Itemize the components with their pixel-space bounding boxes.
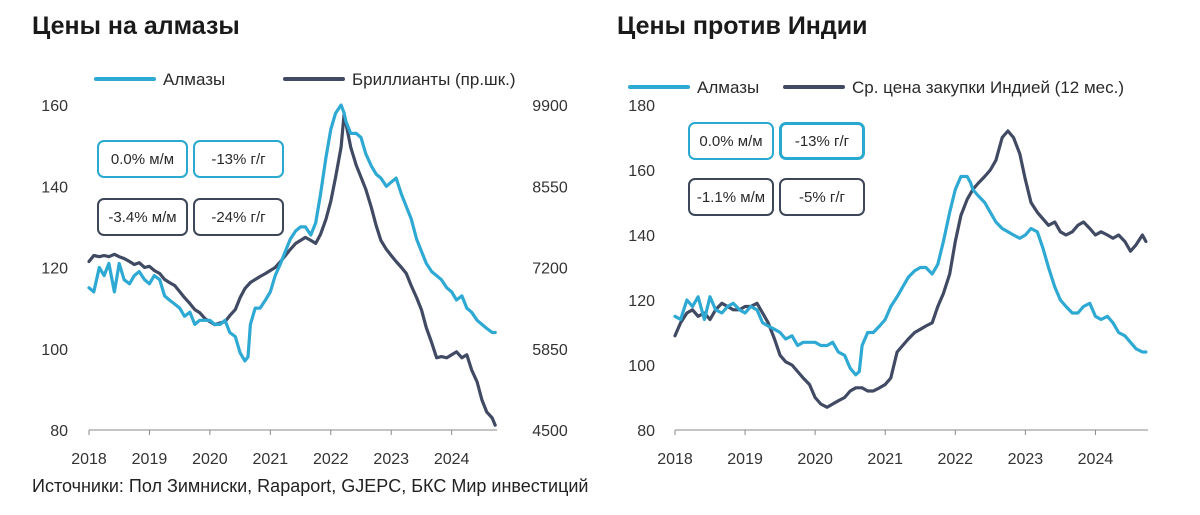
chart-title-left: Цены на алмазы — [32, 12, 240, 40]
y2-tick-label: 5850 — [532, 342, 568, 359]
y-tick-label: 80 — [50, 423, 68, 440]
x-tick-label: 2021 — [253, 451, 289, 468]
x-tick-label: 2022 — [937, 451, 973, 468]
badge-india-mom: -1.1% м/м — [688, 178, 774, 216]
legend-label-diamonds: Алмазы — [163, 70, 225, 89]
x-tick-label: 2019 — [727, 451, 763, 468]
source-note: Источники: Пол Зимниски, Rapaport, GJEPC… — [32, 476, 589, 496]
x-tick-label: 2018 — [71, 451, 107, 468]
y-tick-label: 80 — [637, 423, 655, 440]
y-tick-label: 160 — [41, 98, 68, 115]
x-tick-label: 2023 — [1008, 451, 1044, 468]
y-tick-label: 120 — [628, 293, 655, 310]
series-line-secondary — [87, 112, 497, 427]
x-tick-label: 2024 — [434, 451, 470, 468]
badge-polished-yoy: -24% г/г — [193, 198, 284, 236]
y-tick-label: 140 — [41, 179, 68, 196]
x-tick-label: 2020 — [192, 451, 228, 468]
y2-tick-label: 4500 — [532, 423, 568, 440]
series-line-diamonds — [87, 103, 497, 363]
chart-title-right: Цены против Индии — [617, 12, 868, 40]
y-tick-label: 120 — [41, 261, 68, 278]
x-tick-label: 2021 — [867, 451, 903, 468]
badge-diamonds-yoy-right: -13% г/г — [779, 122, 865, 160]
x-tick-label: 2024 — [1078, 451, 1114, 468]
y-tick-label: 160 — [628, 163, 655, 180]
y2-tick-label: 9900 — [532, 98, 568, 115]
y-tick-label: 140 — [628, 228, 655, 245]
badge-diamonds-mom-left: 0.0% м/м — [97, 140, 188, 178]
badge-india-yoy: -5% г/г — [779, 178, 865, 216]
x-tick-label: 2020 — [797, 451, 833, 468]
legend-label-secondary: Ср. цена закупки Индией (12 мес.) — [852, 78, 1124, 97]
y2-tick-label: 8550 — [532, 179, 568, 196]
legend-label-secondary: Бриллианты (пр.шк.) — [352, 70, 516, 89]
series-line-diamonds — [673, 174, 1148, 377]
x-tick-label: 2018 — [657, 451, 693, 468]
legend-label-diamonds: Алмазы — [697, 78, 759, 97]
badge-diamonds-yoy-left: -13% г/г — [193, 140, 284, 178]
y-tick-label: 100 — [628, 358, 655, 375]
x-tick-label: 2022 — [313, 451, 349, 468]
series-line-secondary — [673, 129, 1148, 409]
y-tick-label: 100 — [41, 342, 68, 359]
badge-polished-mom: -3.4% м/м — [97, 198, 188, 236]
badge-diamonds-mom-right: 0.0% м/м — [688, 122, 774, 160]
y-tick-label: 180 — [628, 98, 655, 115]
x-tick-label: 2023 — [373, 451, 409, 468]
x-tick-label: 2019 — [132, 451, 168, 468]
y2-tick-label: 7200 — [532, 261, 568, 278]
